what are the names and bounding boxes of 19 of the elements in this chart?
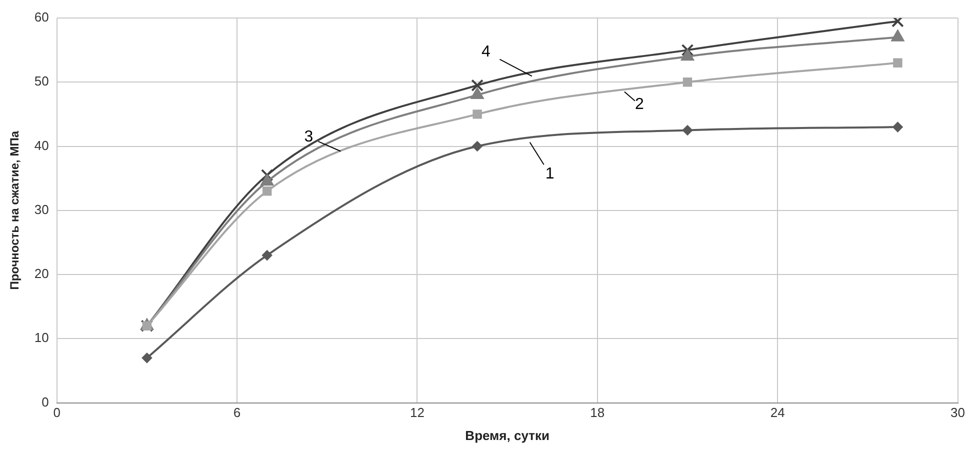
series-label: 1	[545, 166, 554, 183]
series-label: 3	[304, 128, 314, 146]
y-tick-label: 0	[42, 394, 49, 410]
x-tick-label: 0	[53, 405, 60, 420]
x-tick-label: 12	[410, 405, 424, 420]
y-tick-label: 40	[34, 138, 49, 153]
y-axis-title: Прочность на сжатие, МПа	[8, 130, 22, 290]
y-tick-label: 60	[34, 10, 49, 25]
series-label: 4	[481, 44, 490, 61]
y-tick-label: 10	[34, 330, 49, 346]
series-label: 2	[634, 96, 644, 114]
x-tick-label: 6	[233, 405, 241, 420]
x-tick-label: 24	[770, 405, 785, 420]
y-tick-label: 30	[34, 202, 49, 217]
x-tick-label: 18	[590, 405, 605, 420]
y-tick-label: 20	[34, 266, 49, 282]
x-axis-title: Время, сутки	[465, 428, 550, 443]
y-tick-label: 50	[34, 74, 49, 89]
x-tick-label: 30	[950, 405, 966, 420]
